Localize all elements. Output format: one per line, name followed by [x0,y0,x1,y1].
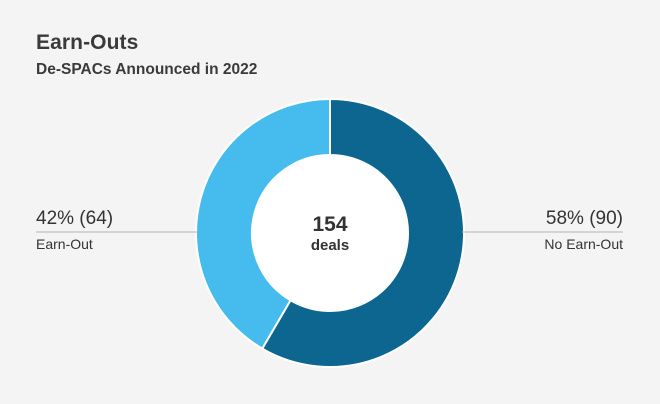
center-total-label: deals [311,237,349,254]
center-total-value: 154 [312,213,347,236]
chart-subtitle: De-SPACs Announced in 2022 [36,61,258,78]
donut-slice-no-earn-out [260,97,465,368]
chart-title: Earn-Outs [36,31,139,54]
donut-slice-earn-out [195,97,331,350]
slice-name-label-earn-out: Earn-Out [36,236,93,252]
slice-value-label-no-earn-out: 58% (90) [546,208,623,229]
donut-slices [195,97,465,368]
donut-hole [253,156,407,310]
slice-value-label-earn-out: 42% (64) [36,208,113,229]
slice-name-label-no-earn-out: No Earn-Out [544,236,623,252]
